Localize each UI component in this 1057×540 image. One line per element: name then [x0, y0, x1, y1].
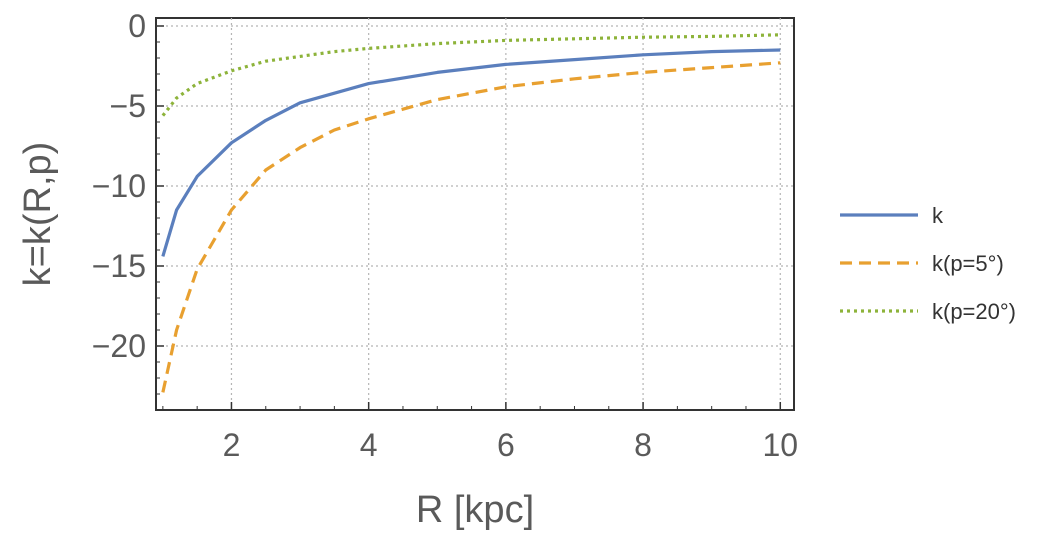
axis-ticks — [156, 25, 782, 410]
x-tick-label: 8 — [634, 427, 652, 463]
series-group — [161, 33, 781, 393]
y-tick-label: −5 — [110, 88, 146, 124]
x-tick-label: 2 — [223, 427, 241, 463]
plot-frame — [155, 17, 795, 411]
x-tick-label: 6 — [497, 427, 515, 463]
y-tick-label: −15 — [92, 248, 146, 284]
x-axis-label: R [kpc] — [416, 489, 534, 531]
legend-label-k: k — [932, 203, 944, 228]
x-tick-label: 4 — [360, 427, 378, 463]
legend-label-k-p-20: k(p=20°) — [932, 299, 1016, 324]
series-line-k — [161, 48, 781, 257]
y-tick-label: 0 — [128, 8, 146, 44]
y-tick-label: −20 — [92, 328, 146, 364]
y-tick-label: −10 — [92, 168, 146, 204]
legend: k k(p=5°) k(p=20°) — [840, 203, 1016, 324]
x-tick-label: 10 — [762, 427, 798, 463]
legend-label-k-p-5: k(p=5°) — [932, 251, 1004, 276]
tick-labels: 2 4 6 8 10 0 −5 −10 −15 −20 — [92, 8, 798, 463]
series-line-k-p-5 — [161, 61, 781, 393]
y-axis-label: k=k(R,p) — [17, 142, 59, 287]
